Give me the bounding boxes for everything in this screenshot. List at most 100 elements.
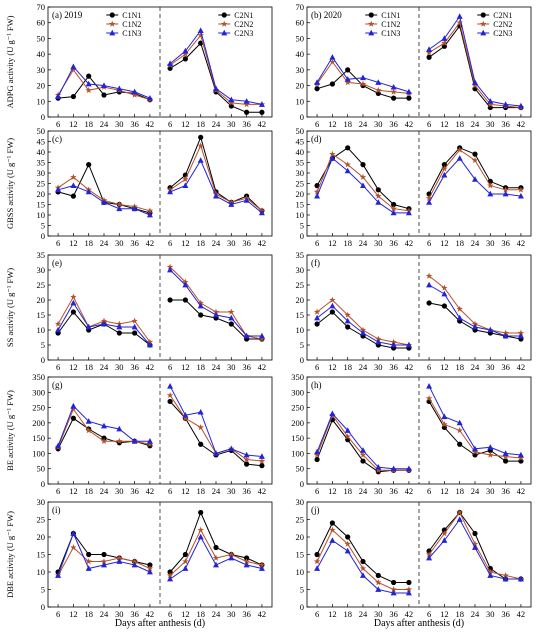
series-line-c1n1 (316, 418, 409, 473)
point-c1n3 (375, 79, 382, 85)
legend-marker (109, 12, 115, 18)
x-tick-label: 30 (374, 238, 383, 248)
point-c1n3 (101, 422, 107, 429)
panel-title: (h) (311, 380, 322, 390)
point-c1n3 (131, 438, 138, 444)
point-c2n1 (472, 530, 478, 537)
x-tick-label: 6 (315, 486, 319, 496)
x-tick-label: 6 (427, 609, 431, 619)
point-c2n3 (517, 332, 524, 339)
point-c2n1 (426, 300, 432, 306)
point-c2n1 (259, 463, 265, 469)
x-tick-label: 36 (501, 362, 510, 372)
x-tick-label: 36 (242, 119, 251, 129)
x-tick-label: 42 (146, 486, 155, 496)
point-c1n3 (360, 182, 366, 188)
point-c2n3 (228, 96, 235, 103)
point-c2n3 (258, 453, 265, 459)
x-tick-label: 30 (374, 486, 383, 496)
point-c1n3 (131, 205, 138, 212)
point-c1n2 (100, 317, 108, 324)
point-c2n2 (166, 572, 174, 579)
y-tick-label: 20 (296, 532, 305, 542)
y-tick-label: 0 (300, 602, 304, 612)
x-tick-label: 6 (56, 486, 60, 496)
point-c1n2 (344, 540, 351, 547)
point-c2n3 (167, 188, 174, 195)
y-tick-label: 350 (291, 372, 304, 382)
legend-marker (480, 20, 487, 27)
point-c1n2 (146, 207, 154, 214)
point-c2n3 (243, 451, 250, 458)
x-tick-label: 30 (486, 486, 495, 496)
x-tick-label: 18 (84, 486, 93, 496)
point-c1n1 (329, 309, 335, 315)
point-c1n2 (359, 173, 367, 180)
x-tick-label: 36 (389, 486, 398, 496)
y-tick-label: 10 (37, 325, 46, 335)
x-tick-label: 18 (343, 362, 352, 372)
point-c1n2 (344, 311, 351, 318)
point-c2n2 (502, 572, 509, 579)
y-axis-label: GBSS activity (U g⁻¹ FW) (5, 138, 15, 229)
point-c1n1 (70, 415, 76, 421)
x-tick-label: 30 (115, 238, 124, 248)
point-c1n2 (375, 192, 382, 199)
point-c1n1 (86, 551, 92, 558)
point-c2n2 (487, 182, 494, 189)
point-c1n3 (131, 88, 138, 95)
point-c2n2 (471, 157, 479, 164)
point-c2n3 (426, 554, 433, 561)
point-c2n3 (258, 101, 265, 107)
point-c2n2 (441, 39, 448, 46)
point-c2n3 (502, 575, 509, 582)
y-axis-label: ADPG activity (U g⁻¹ FW) (5, 15, 15, 108)
point-c2n2 (471, 540, 479, 547)
y-tick-label: 15 (37, 200, 46, 210)
point-c1n2 (359, 451, 367, 458)
point-c2n1 (228, 321, 234, 327)
x-tick-label: 36 (389, 119, 398, 129)
point-c1n3 (55, 326, 62, 333)
x-tick-label: 12 (181, 609, 190, 619)
point-c1n3 (314, 192, 321, 199)
point-c2n3 (456, 314, 463, 321)
point-c2n3 (197, 408, 204, 415)
x-tick-label: 36 (242, 486, 251, 496)
x-tick-label: 36 (501, 486, 510, 496)
point-c2n3 (456, 516, 463, 522)
y-tick-label: 70 (296, 2, 305, 12)
point-c2n2 (197, 424, 204, 431)
x-tick-label: 30 (374, 609, 383, 619)
point-c1n2 (54, 320, 62, 327)
x-tick-label: 12 (328, 119, 337, 129)
point-c2n3 (213, 561, 219, 568)
point-c1n3 (146, 438, 153, 444)
x-tick-label: 24 (471, 486, 480, 496)
x-tick-label: 18 (455, 119, 464, 129)
x-tick-label: 36 (501, 609, 510, 619)
point-c1n3 (116, 85, 123, 92)
point-c2n1 (198, 441, 204, 447)
y-tick-label: 25 (296, 515, 305, 525)
legend-marker (368, 29, 375, 36)
x-tick-label: 36 (130, 119, 139, 129)
x-tick-label: 24 (100, 119, 109, 129)
point-c2n1 (167, 297, 173, 303)
x-tick-label: 30 (486, 119, 495, 129)
point-c2n3 (182, 281, 189, 288)
point-c1n2 (100, 437, 108, 444)
panel-title: (a) 2019 (52, 10, 83, 20)
point-c2n2 (502, 453, 509, 460)
y-tick-label: 300 (32, 387, 45, 397)
legend-label: C1N2 (381, 20, 400, 29)
x-tick-label: 18 (343, 609, 352, 619)
x-tick-label: 24 (471, 238, 480, 248)
point-c1n2 (116, 201, 123, 208)
y-tick-label: 10 (296, 567, 305, 577)
x-tick-label: 24 (359, 609, 368, 619)
point-c2n3 (228, 201, 235, 207)
y-tick-label: 20 (37, 295, 46, 305)
point-c1n2 (70, 405, 77, 412)
panel-title: (d) (311, 134, 322, 144)
